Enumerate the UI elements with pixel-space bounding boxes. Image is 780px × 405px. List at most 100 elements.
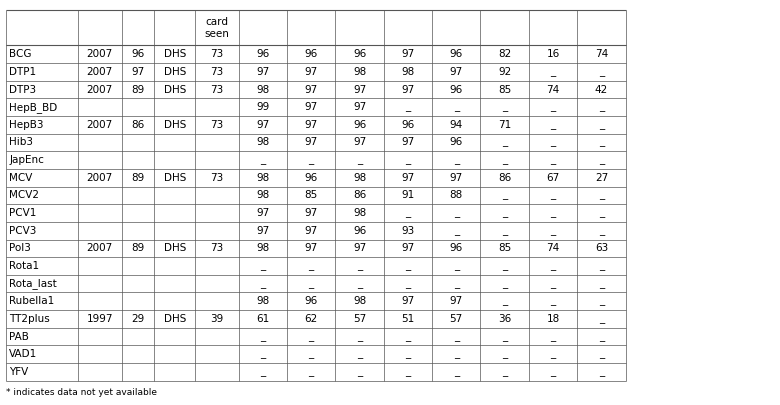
Text: _: _ xyxy=(357,155,362,165)
Text: 88: 88 xyxy=(450,190,463,200)
Text: _: _ xyxy=(454,102,459,112)
Text: 98: 98 xyxy=(353,67,366,77)
Text: 97: 97 xyxy=(257,208,269,218)
Text: _: _ xyxy=(309,261,314,271)
Text: 18: 18 xyxy=(547,314,559,324)
Text: _: _ xyxy=(454,226,459,236)
Text: DHS: DHS xyxy=(164,120,186,130)
Text: 96: 96 xyxy=(132,49,144,59)
Text: 96: 96 xyxy=(305,49,317,59)
Text: _: _ xyxy=(357,332,362,341)
Text: 74: 74 xyxy=(547,85,559,94)
Text: 97: 97 xyxy=(402,85,414,94)
Text: _: _ xyxy=(357,261,362,271)
Text: 96: 96 xyxy=(450,243,463,254)
Text: _: _ xyxy=(599,349,604,359)
Text: _: _ xyxy=(551,296,555,306)
Text: 97: 97 xyxy=(402,137,414,147)
Text: _: _ xyxy=(309,279,314,289)
Text: _: _ xyxy=(599,367,604,377)
Text: DHS: DHS xyxy=(164,243,186,254)
Text: _: _ xyxy=(261,261,265,271)
Text: 73: 73 xyxy=(211,49,223,59)
Text: _: _ xyxy=(599,102,604,112)
Text: 92: 92 xyxy=(498,67,511,77)
Text: 96: 96 xyxy=(450,137,463,147)
Text: _: _ xyxy=(502,226,507,236)
Text: 2007: 2007 xyxy=(87,243,113,254)
Text: Rubella1: Rubella1 xyxy=(9,296,55,306)
Text: _: _ xyxy=(599,296,604,306)
Text: _: _ xyxy=(502,279,507,289)
Text: _: _ xyxy=(406,208,410,218)
Text: _: _ xyxy=(551,67,555,77)
Text: 16: 16 xyxy=(547,49,559,59)
Text: 85: 85 xyxy=(498,243,511,254)
Text: 2007: 2007 xyxy=(87,85,113,94)
Text: 97: 97 xyxy=(305,226,317,236)
Text: 74: 74 xyxy=(595,49,608,59)
Text: YFV: YFV xyxy=(9,367,29,377)
Text: 51: 51 xyxy=(402,314,414,324)
Text: 97: 97 xyxy=(257,226,269,236)
Text: DTP3: DTP3 xyxy=(9,85,37,94)
Text: 98: 98 xyxy=(257,137,269,147)
Text: _: _ xyxy=(406,279,410,289)
Text: 96: 96 xyxy=(353,226,366,236)
Text: _: _ xyxy=(599,332,604,341)
Text: DHS: DHS xyxy=(164,67,186,77)
Text: _: _ xyxy=(309,155,314,165)
Text: 85: 85 xyxy=(305,190,317,200)
Text: 67: 67 xyxy=(547,173,559,183)
Text: _: _ xyxy=(551,332,555,341)
Text: _: _ xyxy=(599,120,604,130)
Text: 1997: 1997 xyxy=(87,314,113,324)
Text: 39: 39 xyxy=(211,314,223,324)
Text: _: _ xyxy=(551,261,555,271)
Text: _: _ xyxy=(551,120,555,130)
Text: PCV1: PCV1 xyxy=(9,208,37,218)
Text: 94: 94 xyxy=(450,120,463,130)
Text: _: _ xyxy=(502,102,507,112)
Text: 97: 97 xyxy=(305,208,317,218)
Text: _: _ xyxy=(261,367,265,377)
Text: card
seen: card seen xyxy=(204,17,229,38)
Text: 98: 98 xyxy=(257,190,269,200)
Text: 96: 96 xyxy=(305,173,317,183)
Text: 2007: 2007 xyxy=(87,173,113,183)
Text: 62: 62 xyxy=(305,314,317,324)
Text: HepB_BD: HepB_BD xyxy=(9,102,58,113)
Text: _: _ xyxy=(599,137,604,147)
Text: _: _ xyxy=(454,349,459,359)
Text: * indicates data not yet available: * indicates data not yet available xyxy=(6,388,158,397)
Text: 63: 63 xyxy=(595,243,608,254)
Text: 98: 98 xyxy=(257,296,269,306)
Text: 97: 97 xyxy=(353,85,366,94)
Text: 71: 71 xyxy=(498,120,511,130)
Text: _: _ xyxy=(454,261,459,271)
Text: 96: 96 xyxy=(450,49,463,59)
Text: DHS: DHS xyxy=(164,314,186,324)
Text: 86: 86 xyxy=(498,173,511,183)
Text: _: _ xyxy=(551,349,555,359)
Text: _: _ xyxy=(551,102,555,112)
Text: 97: 97 xyxy=(305,137,317,147)
Text: _: _ xyxy=(357,367,362,377)
Text: 91: 91 xyxy=(402,190,414,200)
Text: 97: 97 xyxy=(402,173,414,183)
Text: MCV: MCV xyxy=(9,173,33,183)
Text: JapEnc: JapEnc xyxy=(9,155,44,165)
Text: 97: 97 xyxy=(305,120,317,130)
Text: 2007: 2007 xyxy=(87,67,113,77)
Text: Hib3: Hib3 xyxy=(9,137,34,147)
Text: _: _ xyxy=(309,367,314,377)
Text: 97: 97 xyxy=(450,67,463,77)
Text: Pol3: Pol3 xyxy=(9,243,31,254)
Text: _: _ xyxy=(502,367,507,377)
Text: _: _ xyxy=(261,349,265,359)
Text: 97: 97 xyxy=(257,120,269,130)
Text: _: _ xyxy=(454,208,459,218)
Text: DHS: DHS xyxy=(164,49,186,59)
Text: DTP1: DTP1 xyxy=(9,67,37,77)
Text: 97: 97 xyxy=(450,173,463,183)
